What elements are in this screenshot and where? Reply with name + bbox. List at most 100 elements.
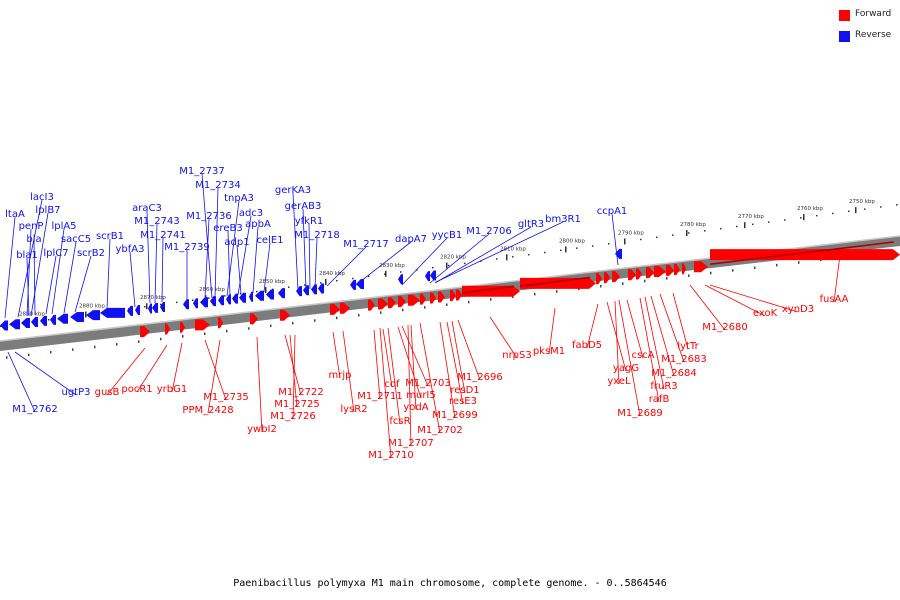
gene-label-ugtp3: ugtP3 xyxy=(62,387,91,398)
gene-label-m1-2739: M1_2739 xyxy=(164,242,209,253)
scale-tick-label: 2880 kbp xyxy=(79,303,105,309)
leader-line xyxy=(407,324,412,447)
gene-label-scrb2: scrB2 xyxy=(77,248,105,259)
gene-label-m1-2702: M1_2702 xyxy=(417,425,462,436)
scale-tick-label: 2790 kbp xyxy=(618,230,644,236)
forward-gene-arrow xyxy=(180,321,185,333)
legend-forward-label: Forward xyxy=(855,9,892,19)
reverse-gene-arrow xyxy=(152,302,158,313)
gene-label-adp1: adp1 xyxy=(224,237,249,248)
gene-label-laci3: lacI3 xyxy=(30,192,54,203)
scale-tick xyxy=(325,278,327,285)
gene-label-m1-2743: M1_2743 xyxy=(134,216,179,227)
leader-line xyxy=(252,226,259,294)
gene-label-cof: cof xyxy=(384,379,400,390)
forward-gene-arrow xyxy=(280,309,290,321)
scale-tick-label: 2890 kbp xyxy=(19,312,45,318)
gene-label-resd1: resD1 xyxy=(450,385,479,396)
gene-label-exok: exoK xyxy=(753,308,778,319)
legend-forward: Forward xyxy=(839,9,899,24)
scale-tick xyxy=(446,262,448,269)
forward-gene-arrow xyxy=(398,296,406,308)
scale-tick-label: 2770 kbp xyxy=(738,214,764,220)
forward-gene-arrow xyxy=(520,277,596,289)
scale-tick xyxy=(686,230,688,237)
leader-line xyxy=(14,351,77,396)
gene-label-cele1: celE1 xyxy=(256,235,283,246)
scale-tick-label: 2750 kbp xyxy=(849,199,875,205)
leader-line xyxy=(379,327,392,459)
gene-label-ppm-2428: PPM_2428 xyxy=(182,405,233,416)
reverse-gene-arrow xyxy=(303,285,309,296)
leader-line xyxy=(644,296,665,390)
leader-line xyxy=(26,228,32,317)
leader-line xyxy=(614,300,620,385)
scale-tick xyxy=(385,270,387,277)
gene-label-apba: apbA xyxy=(245,219,271,230)
gene-label-ybfa3: ybfA3 xyxy=(116,244,145,255)
leader-line xyxy=(289,334,298,408)
forward-gene-arrow xyxy=(694,261,708,273)
leader-line xyxy=(548,307,556,355)
leader-line xyxy=(106,238,111,310)
leader-line xyxy=(30,212,49,317)
leader-line xyxy=(434,226,532,284)
gene-label-rafb: rafB xyxy=(649,394,670,405)
leader-line xyxy=(226,200,240,297)
gene-label-yoda: yodA xyxy=(403,402,428,413)
reverse-gene-arrow xyxy=(148,303,152,314)
leader-line xyxy=(204,218,210,299)
scale-tick-label: 2870 kbp xyxy=(140,295,166,301)
forward-gene-arrow xyxy=(250,313,258,325)
reverse-gene-arrow xyxy=(193,298,198,309)
leader-line xyxy=(129,251,136,308)
reverse-gene-arrow xyxy=(50,314,56,325)
reverse-gene-arrow xyxy=(21,318,30,329)
gene-label-muri5: murI5 xyxy=(406,390,436,401)
leader-line xyxy=(626,299,644,359)
leader-line xyxy=(639,297,660,403)
forward-gene-arrow xyxy=(654,266,666,277)
gene-label-gltr3: gltR3 xyxy=(518,219,544,230)
leader-line xyxy=(332,331,341,379)
reverse-gene-arrow xyxy=(398,274,403,285)
leader-line xyxy=(401,325,429,387)
scale-tick-label: 2760 kbp xyxy=(797,206,823,212)
gene-label-m1-2718: M1_2718 xyxy=(294,230,339,241)
reverse-gene-arrow xyxy=(57,313,68,324)
gene-label-yagg: yagG xyxy=(613,363,639,374)
reverse-swatch xyxy=(839,31,850,42)
leader-line xyxy=(207,339,221,414)
reverse-gene-arrow xyxy=(70,312,84,323)
leader-line xyxy=(342,330,355,413)
forward-gene-arrow xyxy=(666,264,674,276)
gene-label-m1-2741: M1_2741 xyxy=(140,230,185,241)
gene-label-m1-2703: M1_2703 xyxy=(405,378,450,389)
gene-label-m1-2711: M1_2711 xyxy=(357,391,402,402)
leader-line xyxy=(326,246,367,287)
leader-line xyxy=(457,319,481,381)
gene-label-yycb1: yycB1 xyxy=(432,230,463,241)
forward-gene-arrow xyxy=(682,263,686,275)
scale-tick xyxy=(146,303,148,310)
gene-label-bm3r1: bm3R1 xyxy=(545,214,581,225)
gene-label-fabd5: fabD5 xyxy=(572,340,602,351)
forward-gene-arrow xyxy=(330,303,340,315)
scale-tick xyxy=(85,311,87,318)
reverse-gene-arrow xyxy=(318,283,324,294)
reverse-gene-arrow xyxy=(296,286,302,297)
gene-label-pksm1: pksM1 xyxy=(533,346,565,357)
scale-tick-label: 2800 kbp xyxy=(559,238,585,244)
leader-line xyxy=(650,295,675,377)
leader-line xyxy=(161,237,164,303)
forward-gene-arrow xyxy=(438,291,445,303)
leader-line xyxy=(314,237,318,289)
gene-label-m1-2762: M1_2762 xyxy=(12,404,57,415)
gene-label-pocr1: pocR1 xyxy=(121,384,152,395)
reverse-gene-arrow xyxy=(183,299,189,310)
leader-line xyxy=(429,233,490,284)
leader-line xyxy=(419,322,441,434)
gene-label-dapa7: dapA7 xyxy=(395,234,427,245)
reverse-gene-arrow xyxy=(86,310,100,321)
